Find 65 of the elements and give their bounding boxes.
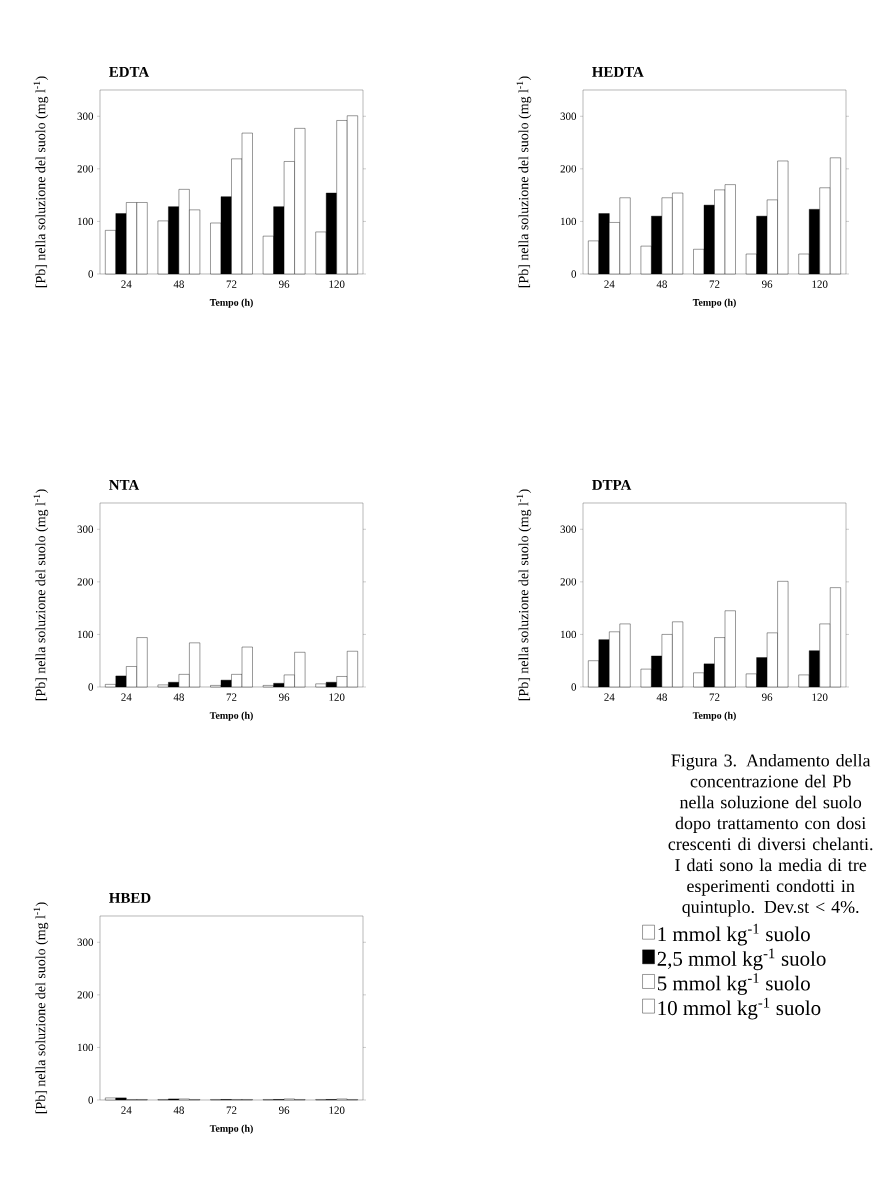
x-tick-label: 48 [173, 693, 184, 701]
x-tick-label: 48 [173, 1106, 184, 1114]
chart-title: HBED [108, 892, 151, 903]
y-tick-label: 200 [560, 165, 576, 173]
y-tick-label: 200 [560, 578, 576, 586]
x-tick-label: 72 [226, 1106, 237, 1114]
y-tick-label: 0 [88, 683, 93, 691]
x-tick-label: 24 [604, 280, 615, 288]
legend-label: 5 mmol kg$^{-1}$ suolo [657, 973, 810, 995]
y-tick-label: 200 [77, 578, 93, 586]
x-tick-label: 48 [173, 280, 184, 288]
x-tick-label: 96 [761, 693, 773, 701]
x-tick-label: 48 [656, 280, 667, 288]
x-tick-label: 24 [121, 693, 132, 701]
x-tick-label: 96 [278, 693, 290, 701]
y-tick-label: 0 [571, 270, 576, 278]
x-tick-label: 120 [329, 693, 345, 701]
x-tick-label: 120 [812, 693, 828, 701]
y-tick-label: 100 [77, 630, 93, 639]
y-tick-label: 200 [77, 165, 93, 173]
chart-title: HEDTA [591, 66, 644, 77]
x-tick-label: 72 [709, 280, 720, 288]
y-axis-title: [Pb] nella soluzione del suolo (mg l$^{-1}$) [33, 902, 48, 1114]
chart-title: DTPA [591, 479, 632, 490]
y-tick-label: 300 [77, 112, 93, 120]
x-tick-label: 120 [329, 280, 345, 288]
x-tick-label: 96 [278, 1106, 290, 1114]
y-tick-label: 100 [560, 630, 576, 639]
x-axis-title: Tempo (h) [209, 711, 253, 721]
x-tick-label: 24 [121, 280, 132, 288]
x-tick-label: 72 [709, 693, 720, 701]
x-tick-label: 96 [761, 280, 773, 288]
chart-title: NTA [108, 479, 139, 490]
y-axis-title: [Pb] nella soluzione del suolo (mg l$^{-1}$) [33, 489, 48, 701]
chart-title: EDTA [108, 66, 149, 77]
y-axis-title: [Pb] nella soluzione del suolo (mg l$^{-1}$) [516, 489, 531, 701]
x-tick-label: 24 [121, 1106, 132, 1114]
x-axis-title: Tempo (h) [692, 711, 736, 721]
y-tick-label: 0 [88, 270, 93, 278]
x-axis-title: Tempo (h) [209, 1124, 253, 1134]
x-axis-title: Tempo (h) [209, 298, 253, 308]
y-tick-label: 300 [560, 525, 576, 533]
y-tick-label: 100 [77, 217, 93, 226]
x-tick-label: 24 [604, 693, 615, 701]
y-tick-label: 100 [560, 217, 576, 226]
y-tick-label: 0 [88, 1096, 93, 1104]
x-tick-label: 120 [812, 280, 828, 288]
legend-label: 2,5 mmol kg$^{-1}$ suolo [657, 948, 826, 971]
y-tick-label: 300 [77, 938, 93, 946]
x-tick-label: 120 [329, 1106, 345, 1114]
x-tick-label: 96 [278, 280, 290, 288]
x-tick-label: 72 [226, 280, 237, 288]
legend-label: 1 mmol kg$^{-1}$ suolo [658, 923, 810, 946]
x-tick-label: 72 [226, 693, 237, 701]
y-tick-label: 0 [571, 683, 576, 691]
y-tick-label: 200 [77, 991, 93, 999]
y-tick-label: 300 [560, 112, 576, 120]
y-axis-title: [Pb] nella soluzione del suolo (mg l$^{-1}$) [33, 76, 48, 288]
x-axis-title: Tempo (h) [692, 298, 736, 308]
y-tick-label: 300 [77, 525, 93, 533]
legend-label: 10 mmol kg$^{-1}$ suolo [658, 997, 821, 1020]
x-tick-label: 48 [656, 693, 667, 701]
text: Figura 3. Andamento della concentrazione del Pb nella soluzione del suolo dopo trattamento con dosi crescenti di diversi chelanti. I dati sono la media di tre esperimenti condotti in quintuplo. Dev.st < 4%. [668, 753, 873, 917]
y-axis-title: [Pb] nella soluzione del suolo (mg l$^{-1}$) [516, 76, 531, 288]
y-tick-label: 100 [77, 1043, 93, 1052]
